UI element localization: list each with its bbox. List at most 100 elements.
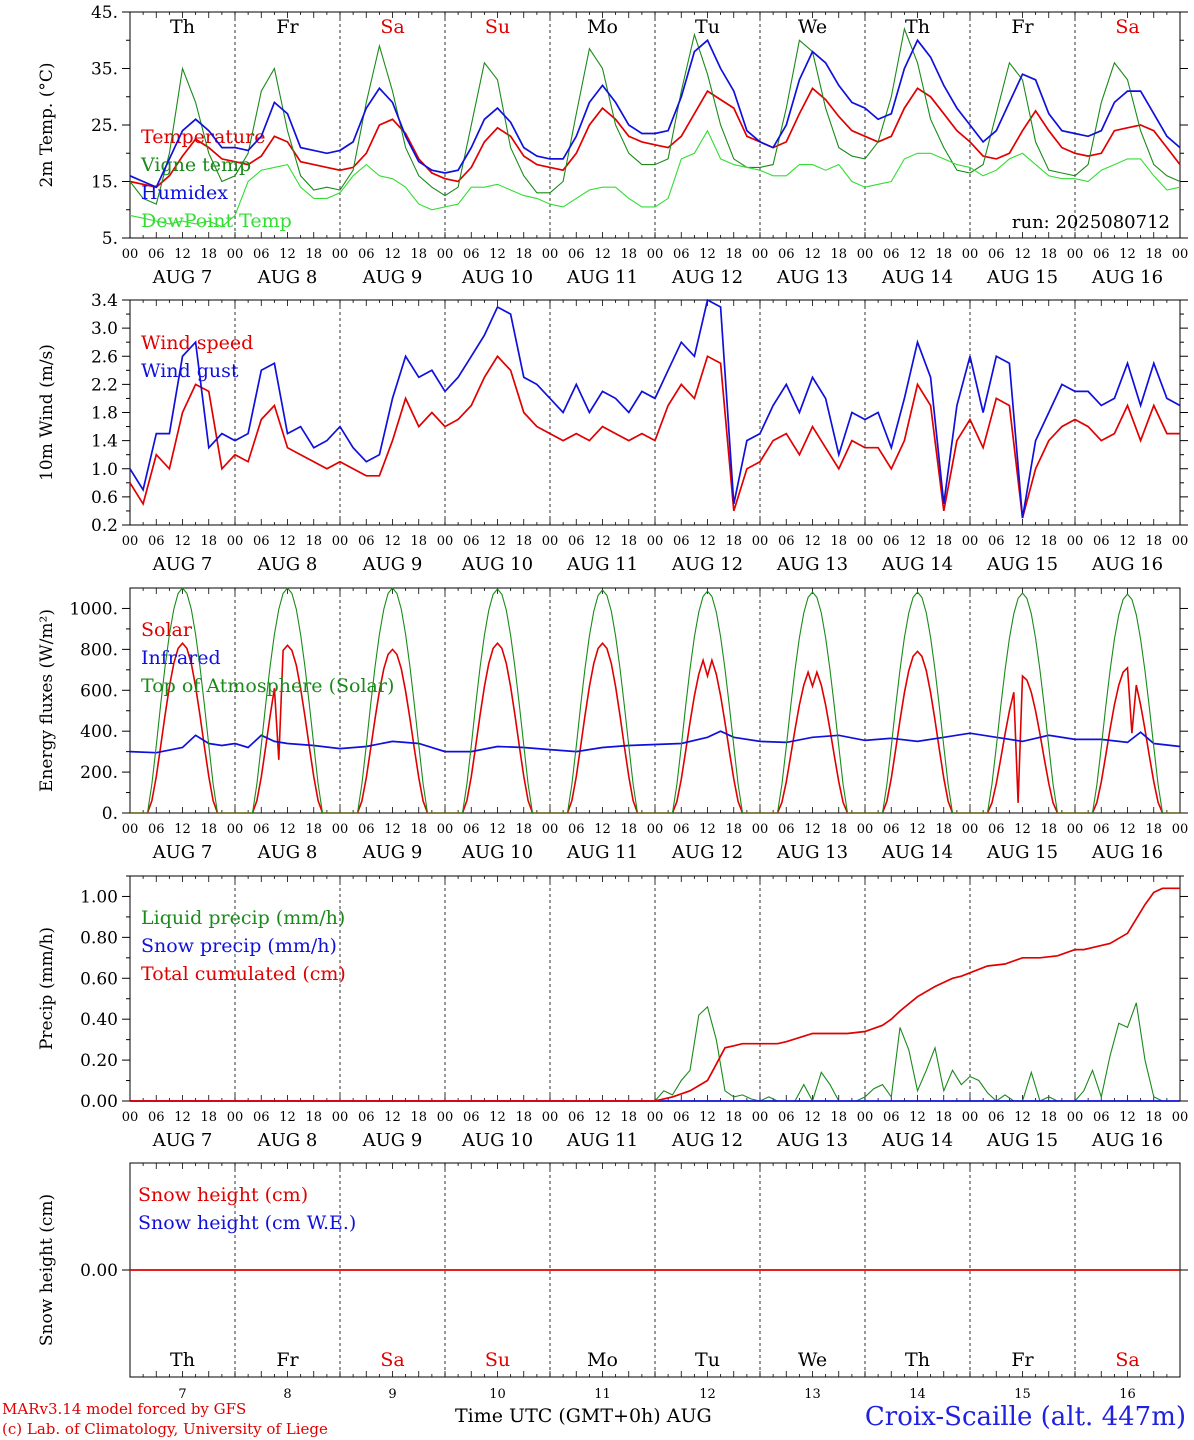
hour-tick-label: 12	[489, 534, 506, 549]
date-label: AUG 8	[257, 267, 318, 288]
hour-tick-label: 06	[988, 822, 1005, 837]
legend-entry: Snow height (cm W.E.)	[138, 1212, 356, 1234]
hour-tick-label: 00	[227, 247, 244, 262]
hour-tick-label: 12	[909, 247, 926, 262]
y-tick-label: 25.	[91, 116, 118, 136]
total-cumulated-cm-line	[130, 887, 1180, 1102]
humidex-line	[129, 38, 1181, 189]
hour-tick-label: 06	[778, 1110, 795, 1125]
y-tick-label: 0.00	[80, 1261, 118, 1281]
hour-tick-label: 06	[673, 1110, 690, 1125]
toa-solar-curve	[655, 590, 760, 814]
date-label: AUG 15	[986, 267, 1058, 288]
hour-tick-label: 18	[1145, 1110, 1162, 1125]
legend-entry: Snow height (cm)	[138, 1184, 308, 1206]
hour-tick-label: 18	[305, 247, 322, 262]
date-label: AUG 12	[671, 554, 743, 575]
hour-tick-label: 12	[1014, 247, 1031, 262]
hour-tick-label: 12	[174, 247, 191, 262]
date-label: AUG 7	[152, 267, 213, 288]
hour-tick-label: 06	[358, 534, 375, 549]
hour-tick-label: 18	[305, 822, 322, 837]
hour-tick-label: 18	[725, 822, 742, 837]
date-label: AUG 7	[152, 842, 213, 863]
hour-tick-label: 00	[962, 822, 979, 837]
legend-entry: Temperature	[141, 126, 265, 148]
hour-tick-label: 18	[515, 534, 532, 549]
weekday-label: Fr	[1011, 1349, 1034, 1371]
weekday-label: Th	[170, 1349, 195, 1371]
solar-curve	[550, 641, 655, 814]
toa-solar-curve	[235, 587, 340, 814]
date-label: AUG 13	[776, 1130, 848, 1151]
legend-entry: Vigne temp	[140, 154, 251, 176]
y-tick-label: 800.	[80, 640, 118, 660]
run-annotation: run: 2025080712	[1012, 212, 1170, 233]
date-label: AUG 15	[986, 842, 1058, 863]
date-label: AUG 12	[671, 267, 743, 288]
weekday-label: Sa	[1115, 1349, 1139, 1371]
weekday-label: Mo	[587, 16, 618, 38]
hour-tick-label: 12	[279, 822, 296, 837]
hour-tick-label: 12	[384, 534, 401, 549]
legend-entry: DewPoint Temp	[141, 210, 292, 232]
hour-tick-label: 06	[568, 1110, 585, 1125]
day-number-label: 14	[909, 1387, 926, 1400]
y-axis-label: Energy fluxes (W/m²)	[37, 609, 57, 792]
hour-tick-label: 18	[1040, 534, 1057, 549]
hour-tick-label: 06	[1093, 1110, 1110, 1125]
hour-tick-label: 00	[437, 534, 454, 549]
hour-tick-label: 06	[778, 247, 795, 262]
date-label: AUG 8	[257, 1130, 318, 1151]
hour-tick-label: 00	[1067, 822, 1084, 837]
hour-tick-label: 18	[515, 1110, 532, 1125]
hour-tick-label: 18	[830, 247, 847, 262]
hour-tick-label: 06	[148, 247, 165, 262]
date-label: AUG 13	[776, 267, 848, 288]
hour-tick-label: 12	[279, 247, 296, 262]
weekday-label: Fr	[276, 1349, 299, 1371]
date-label: AUG 14	[881, 1130, 953, 1151]
hour-tick-label: 12	[1119, 1110, 1136, 1125]
hour-tick-label: 06	[988, 534, 1005, 549]
solar-curve	[340, 648, 445, 814]
date-label: AUG 11	[566, 554, 638, 575]
hour-tick-label: 00	[1172, 247, 1189, 262]
hour-tick-label: 06	[673, 534, 690, 549]
hour-tick-label: 18	[620, 822, 637, 837]
hour-tick-label: 00	[542, 534, 559, 549]
hour-tick-label: 18	[725, 534, 742, 549]
day-number-label: 8	[283, 1387, 291, 1400]
date-label: AUG 9	[362, 1130, 423, 1151]
hour-tick-label: 06	[148, 534, 165, 549]
date-label: AUG 15	[986, 1130, 1058, 1151]
hour-tick-label: 06	[988, 247, 1005, 262]
date-label: AUG 14	[881, 842, 953, 863]
hour-tick-label: 00	[857, 534, 874, 549]
day-number-label: 10	[489, 1387, 506, 1400]
hour-tick-label: 00	[647, 822, 664, 837]
hour-tick-label: 12	[1014, 534, 1031, 549]
date-label: AUG 11	[566, 1130, 638, 1151]
time-axis-title: Time UTC (GMT+0h)	[455, 1405, 661, 1427]
meteogram: 5. 15. 25. 35. 45. 2m Temp. (°C) 00 06 12 18 AUG 7…	[37, 3, 1189, 1400]
hour-tick-label: 18	[1145, 534, 1162, 549]
date-label: AUG 9	[362, 267, 423, 288]
hour-tick-label: 06	[1093, 822, 1110, 837]
hour-tick-label: 18	[515, 822, 532, 837]
hour-tick-label: 12	[1014, 822, 1031, 837]
hour-tick-label: 06	[1093, 247, 1110, 262]
hour-tick-label: 18	[830, 1110, 847, 1125]
hour-tick-label: 12	[699, 534, 716, 549]
toa-solar-curve	[865, 591, 970, 814]
date-label: AUG 10	[461, 842, 533, 863]
date-label: AUG 10	[461, 1130, 533, 1151]
date-label: AUG 16	[1091, 842, 1163, 863]
hour-tick-label: 06	[883, 1110, 900, 1125]
hour-tick-label: 18	[200, 822, 217, 837]
hour-tick-label: 00	[647, 534, 664, 549]
y-tick-label: 0.40	[80, 1010, 118, 1030]
hour-tick-label: 18	[830, 822, 847, 837]
date-label: AUG 9	[362, 842, 423, 863]
y-tick-label: 1.8	[91, 404, 118, 424]
